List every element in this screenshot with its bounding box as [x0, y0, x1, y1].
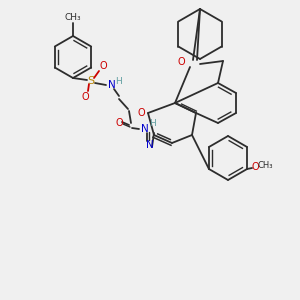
Text: N: N: [141, 124, 149, 134]
Text: H: H: [116, 76, 122, 85]
Text: O: O: [177, 57, 185, 67]
Text: N: N: [108, 80, 116, 90]
Text: O: O: [81, 92, 89, 102]
Text: O: O: [251, 162, 259, 172]
Text: N: N: [146, 140, 154, 150]
Text: O: O: [115, 118, 123, 128]
Text: CH₃: CH₃: [65, 13, 81, 22]
Text: O: O: [99, 61, 107, 71]
Text: CH₃: CH₃: [257, 160, 273, 169]
Text: S: S: [87, 76, 94, 86]
Text: H: H: [148, 119, 155, 128]
Text: O: O: [137, 108, 145, 118]
